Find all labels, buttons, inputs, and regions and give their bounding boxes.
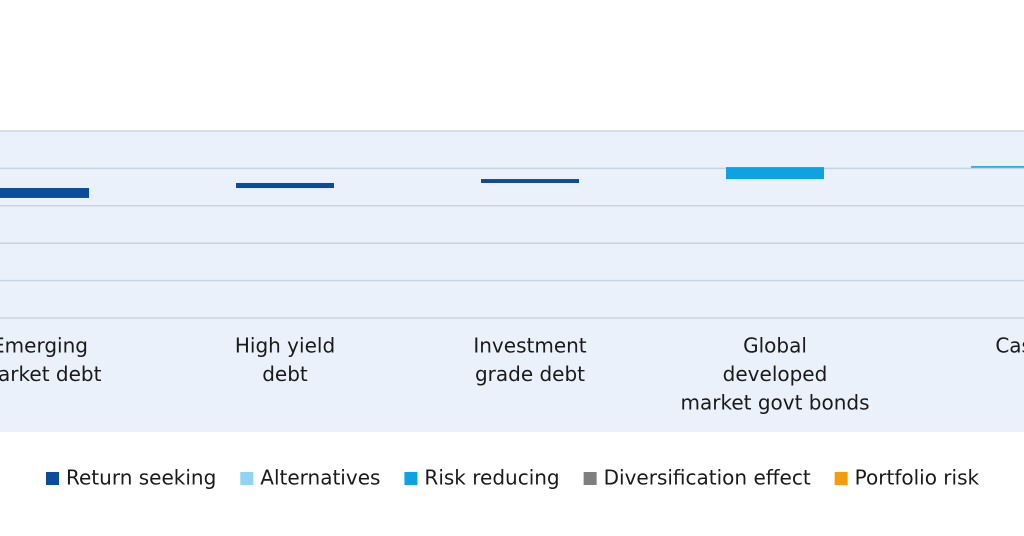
x-tick-label: market debt (0, 362, 102, 386)
x-tick-label: market govt bonds (680, 391, 869, 415)
bar (481, 179, 579, 183)
legend-label: Portfolio risk (855, 466, 980, 490)
x-tick-label: Emerging (0, 334, 88, 358)
x-tick-label: Cash (995, 334, 1024, 358)
legend-swatch (404, 472, 418, 485)
x-tick-label: debt (262, 362, 308, 386)
legend-label: Diversification effect (604, 466, 811, 490)
x-tick-label: Investment (473, 334, 586, 358)
legend-label: Risk reducing (424, 466, 559, 490)
x-tick-label: Global (743, 334, 807, 358)
legend-swatch (583, 472, 597, 485)
x-tick-label: High yield (235, 334, 335, 358)
bar (236, 182, 334, 189)
legend-label: Return seeking (66, 466, 216, 490)
bar (971, 166, 1024, 168)
bar (726, 167, 824, 180)
legend-label: Alternatives (260, 466, 380, 490)
legend-swatch (834, 472, 848, 485)
bar (0, 188, 89, 198)
legend-swatch (240, 472, 254, 485)
plot-background (0, 131, 1024, 432)
legend-swatch (46, 472, 59, 485)
x-tick-label: grade debt (475, 362, 585, 386)
x-tick-label: developed (723, 362, 828, 386)
